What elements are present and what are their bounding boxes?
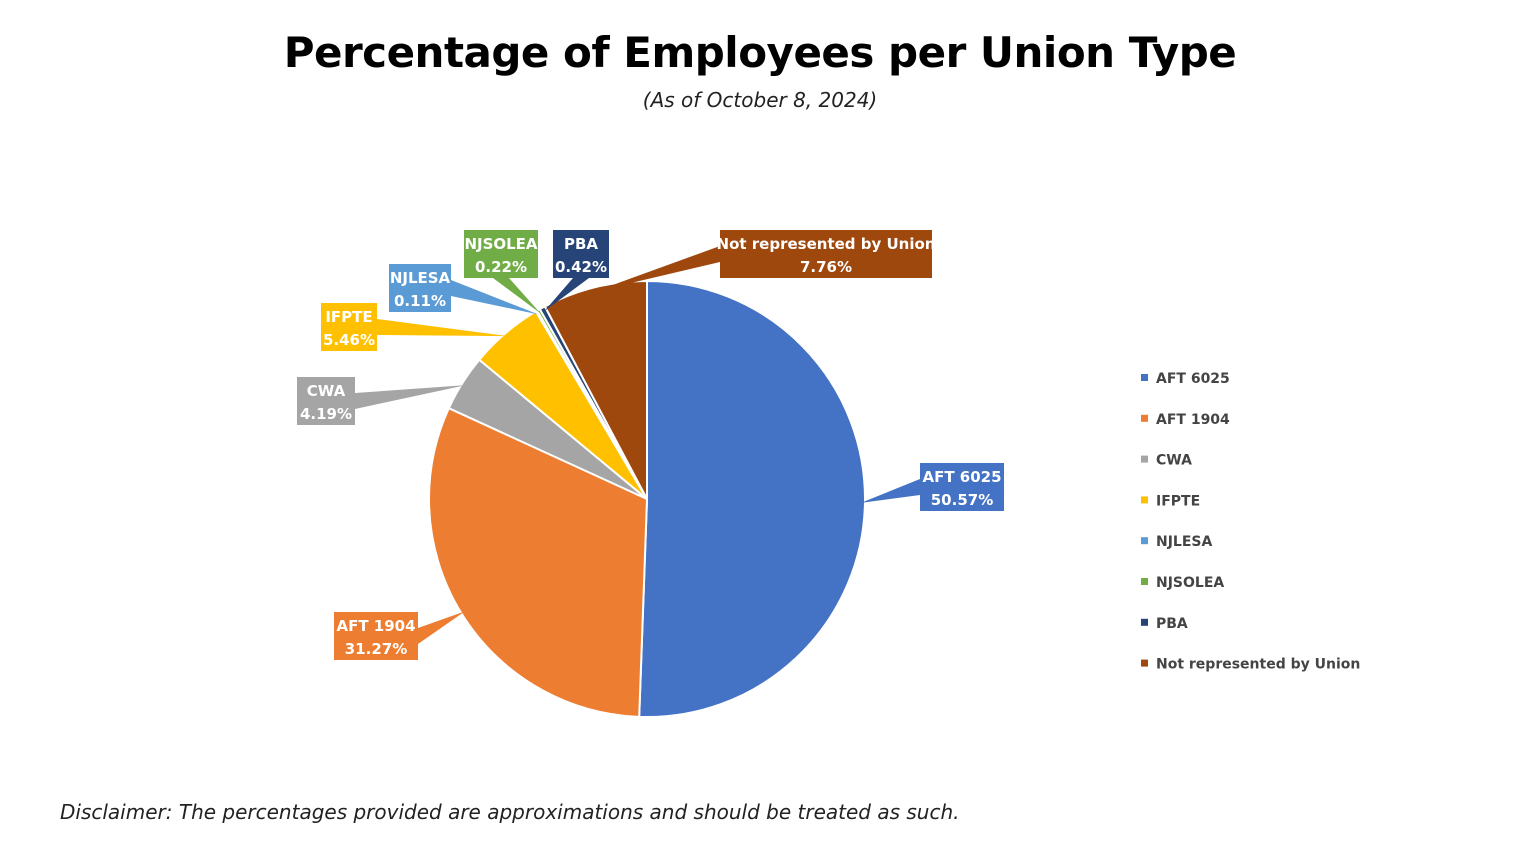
pie-slice-aft-6025: [638, 279, 866, 718]
legend-item-ifpte: IFPTE: [1141, 493, 1200, 509]
data-label-njsolea: NJSOLEA 0.22%: [464, 230, 541, 314]
legend-label: NJLESA: [1156, 534, 1212, 550]
legend-swatch: [1141, 374, 1148, 381]
data-label-callouts: AFT 6025 50.57% AFT 1904 31.27% CWA 4.19% IFPT…: [297, 230, 1004, 660]
data-label-value: 5.46%: [323, 331, 375, 349]
legend-item-pba: PBA: [1141, 616, 1188, 632]
legend-swatch: [1141, 414, 1148, 422]
data-label-category: Not represented by Union: [717, 235, 936, 253]
callout-pointer: [493, 278, 541, 314]
legend-item-njsolea: NJSOLEA: [1141, 575, 1224, 591]
callout-box: [920, 463, 1004, 511]
callout-box: [334, 612, 418, 660]
callout-pointer: [544, 278, 589, 312]
pie-slices: [428, 279, 866, 718]
data-label-category: NJLESA: [390, 269, 451, 287]
legend-item-njlesa: NJLESA: [1141, 534, 1212, 550]
callout-pointer: [418, 611, 465, 644]
data-label-aft-6025: AFT 6025 50.57%: [860, 463, 1004, 511]
data-label-not-represented-by-union: Not represented by Union 7.76%: [595, 230, 936, 292]
chart-subtitle: (As of October 8, 2024): [642, 88, 878, 112]
callout-box: [464, 230, 538, 278]
callout-pointer: [355, 385, 466, 409]
legend-item-aft-6025: AFT 6025: [1141, 371, 1230, 387]
legend-label: Not represented by Union: [1156, 657, 1360, 673]
legend-item-not-represented-by-union: Not represented by Union: [1141, 657, 1360, 673]
data-label-cwa: CWA 4.19%: [297, 377, 466, 425]
legend-swatch: [1141, 618, 1148, 626]
data-label-aft-1904: AFT 1904 31.27%: [334, 611, 465, 660]
data-label-value: 31.27%: [345, 640, 407, 658]
data-label-category: PBA: [564, 235, 598, 253]
callout-pointer: [377, 319, 509, 337]
legend-label: AFT 6025: [1156, 371, 1230, 387]
data-label-category: AFT 1904: [336, 617, 415, 635]
data-label-category: NJSOLEA: [464, 235, 537, 253]
data-label-value: 4.19%: [300, 405, 352, 423]
legend-swatch: [1141, 455, 1148, 463]
data-label-ifpte: IFPTE 5.46%: [321, 303, 509, 351]
callout-pointer: [595, 246, 720, 292]
callout-box: [297, 377, 355, 425]
callout-box: [553, 230, 609, 278]
legend: AFT 6025 AFT 1904 CWA IFPTE NJLESA NJSOLEA PBA…: [1141, 371, 1360, 673]
pie-slice-not-represented-by-union: [543, 279, 648, 500]
legend-label: NJSOLEA: [1156, 575, 1224, 591]
data-label-category: IFPTE: [325, 308, 372, 326]
disclaimer-text: Disclaimer: The percentages provided are…: [60, 800, 960, 824]
data-label-value: 7.76%: [800, 258, 852, 276]
legend-swatch: [1141, 659, 1148, 667]
chart-title: Percentage of Employees per Union Type: [283, 28, 1237, 77]
legend-swatch: [1141, 496, 1148, 504]
data-label-category: AFT 6025: [922, 468, 1001, 486]
callout-pointer: [451, 280, 539, 315]
callout-box: [389, 264, 451, 312]
callout-box: [720, 230, 932, 278]
legend-label: AFT 1904: [1156, 412, 1230, 428]
data-label-value: 0.42%: [555, 258, 607, 276]
data-label-category: CWA: [307, 382, 346, 400]
data-label-njlesa: NJLESA 0.11%: [389, 264, 539, 315]
legend-item-aft-1904: AFT 1904: [1141, 412, 1230, 428]
callout-box: [321, 303, 377, 351]
data-label-value: 50.57%: [931, 491, 993, 509]
data-label-value: 0.11%: [394, 292, 446, 310]
legend-swatch: [1141, 537, 1148, 545]
legend-label: PBA: [1156, 616, 1188, 632]
callout-pointer: [860, 479, 920, 503]
legend-label: CWA: [1156, 453, 1192, 469]
legend-label: IFPTE: [1156, 493, 1200, 509]
data-label-value: 0.22%: [475, 258, 527, 276]
legend-item-cwa: CWA: [1141, 453, 1192, 469]
legend-swatch: [1141, 578, 1148, 585]
data-label-pba: PBA 0.42%: [544, 230, 609, 312]
